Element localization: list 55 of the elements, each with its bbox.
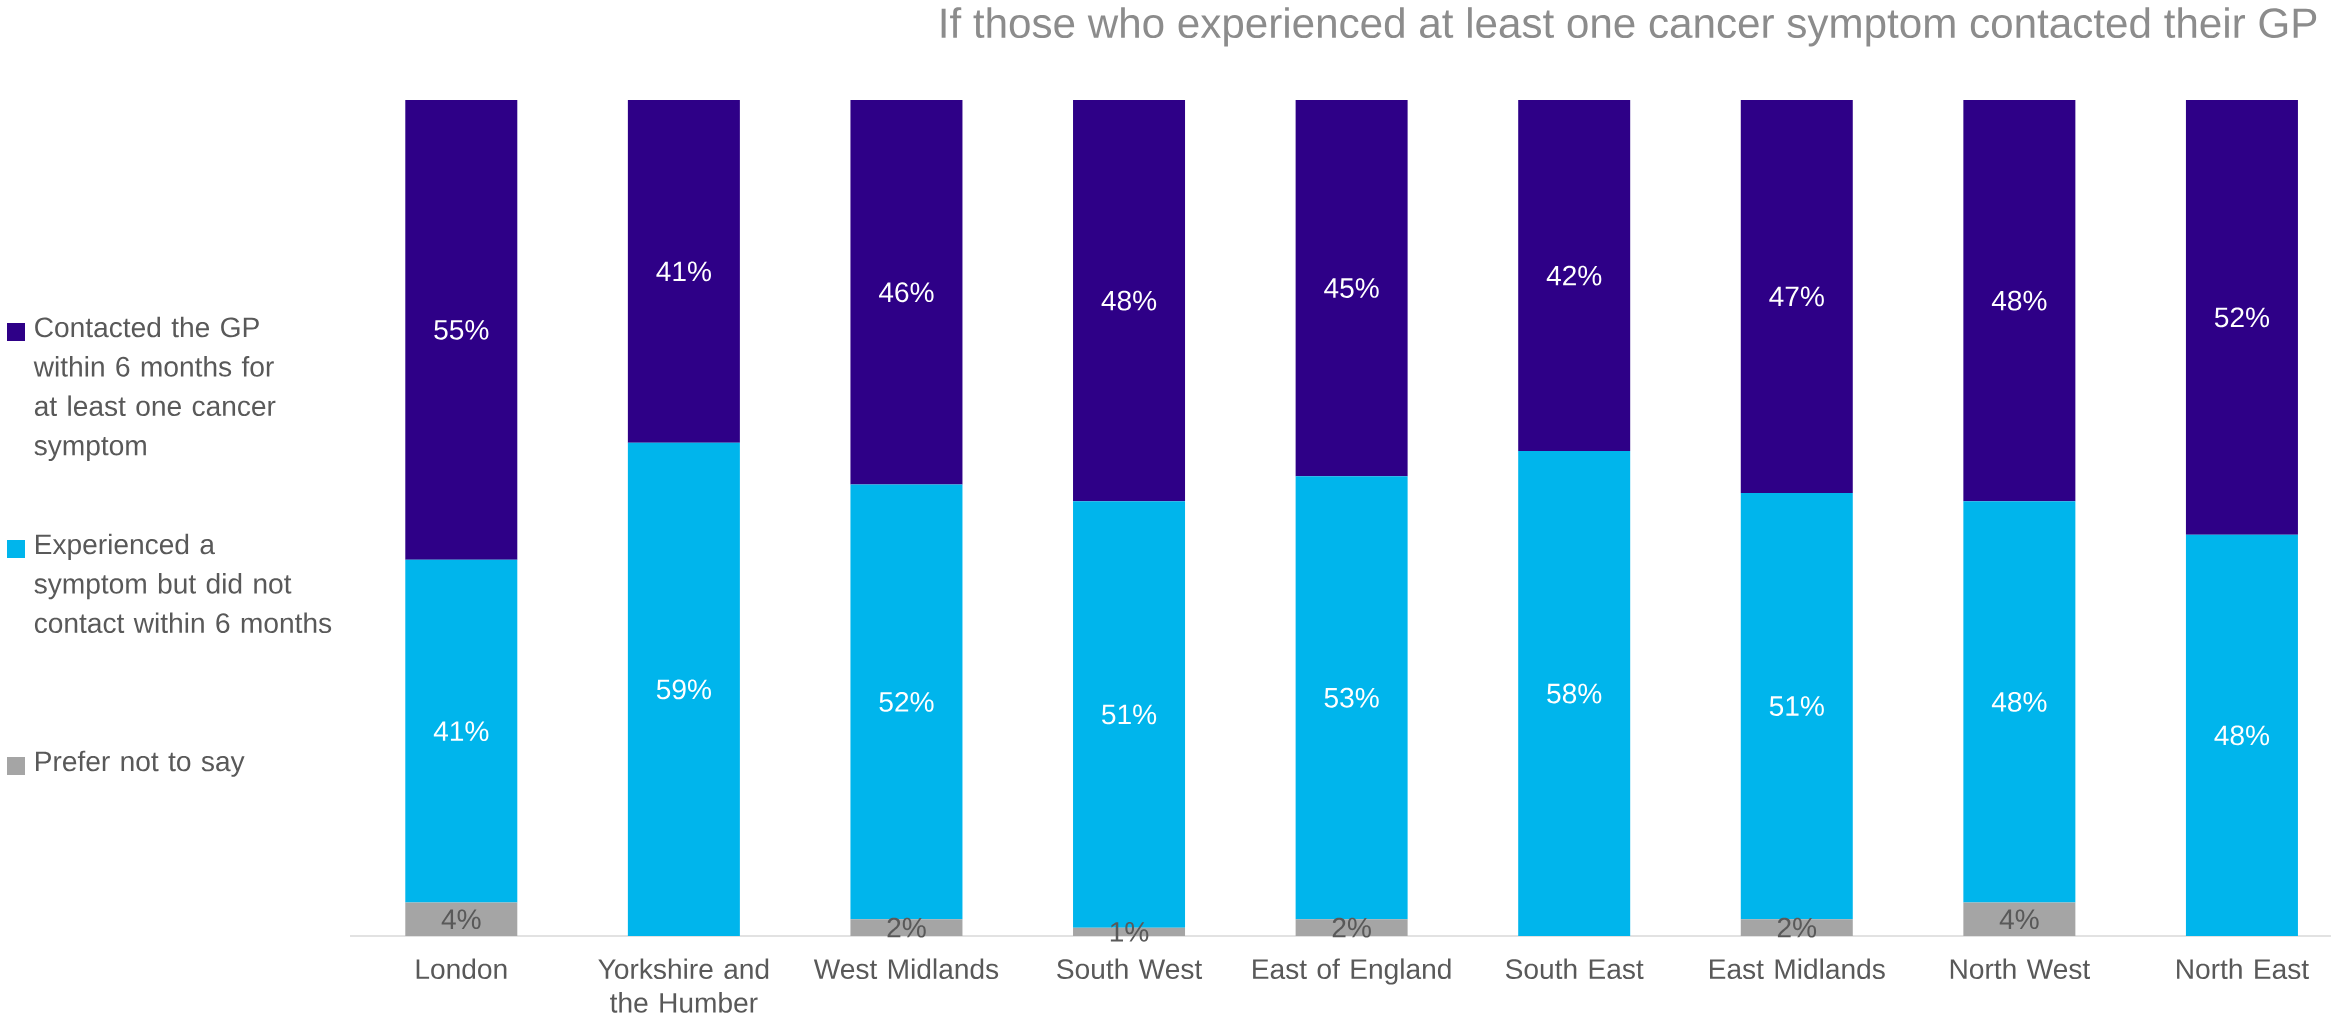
data-label: 51% (1769, 696, 1824, 716)
bar (627, 442, 740, 936)
bar (1963, 501, 2076, 903)
data-label: 4% (441, 909, 481, 930)
bar (1963, 99, 2076, 502)
bar (1295, 919, 1408, 936)
data-label: 41% (433, 721, 489, 741)
x-tick-label: South West (1057, 958, 1203, 980)
x-tick-label: Yorkshire and the Humber (598, 958, 769, 1013)
data-label: 48% (1991, 691, 2047, 712)
data-label: 58% (1547, 683, 1602, 704)
legend-label: Experienced a symptom but did not contact within 6 months (34, 533, 332, 634)
bar (1295, 99, 1408, 477)
data-label: 46% (878, 282, 934, 303)
data-label: 51% (1102, 704, 1157, 725)
data-label: 2% (887, 917, 926, 938)
data-label: 45% (1324, 278, 1379, 298)
bar (405, 559, 518, 903)
data-label: 53% (1324, 687, 1379, 708)
bar (1518, 99, 1631, 452)
chart-title: If those who experienced at least one cancer symptom contacted their GP (941, 7, 2317, 47)
x-tick-label: North West (1950, 958, 2090, 980)
bar (1073, 99, 1186, 502)
x-tick-label: East Midlands (1710, 958, 1885, 980)
data-label: 2% (1777, 917, 1817, 938)
data-label: 52% (2214, 307, 2270, 328)
data-label: 4% (1999, 909, 2039, 930)
bar (850, 99, 963, 485)
data-label: 59% (656, 679, 711, 700)
data-label: 48% (1991, 290, 2047, 311)
data-label: 41% (656, 261, 711, 282)
bar (1518, 451, 1631, 936)
data-label: 52% (879, 691, 934, 712)
x-tick-label: East of England (1253, 958, 1451, 985)
x-tick-label: South East (1505, 958, 1644, 980)
data-label: 47% (1769, 286, 1824, 307)
x-tick-label: West Midlands (813, 958, 999, 980)
bar (1963, 902, 2076, 936)
data-label: 48% (1101, 290, 1157, 311)
legend-label: Contacted the GP within 6 months for at least one cancer symptom (33, 316, 276, 461)
bar (405, 99, 518, 560)
bar (627, 99, 740, 443)
bar (405, 902, 518, 936)
data-label: 2% (1332, 917, 1371, 938)
data-label: 48% (2214, 725, 2270, 746)
x-tick-label: London (416, 958, 507, 980)
data-label: 42% (1546, 265, 1602, 286)
bar (1740, 99, 1853, 493)
data-label: 55% (434, 319, 489, 340)
bar (850, 919, 963, 936)
bar (2185, 534, 2298, 936)
legend-label: Prefer not to say (36, 750, 245, 777)
bar (1740, 919, 1853, 936)
bar (2185, 99, 2298, 535)
x-tick-label: North East (2177, 958, 2309, 980)
